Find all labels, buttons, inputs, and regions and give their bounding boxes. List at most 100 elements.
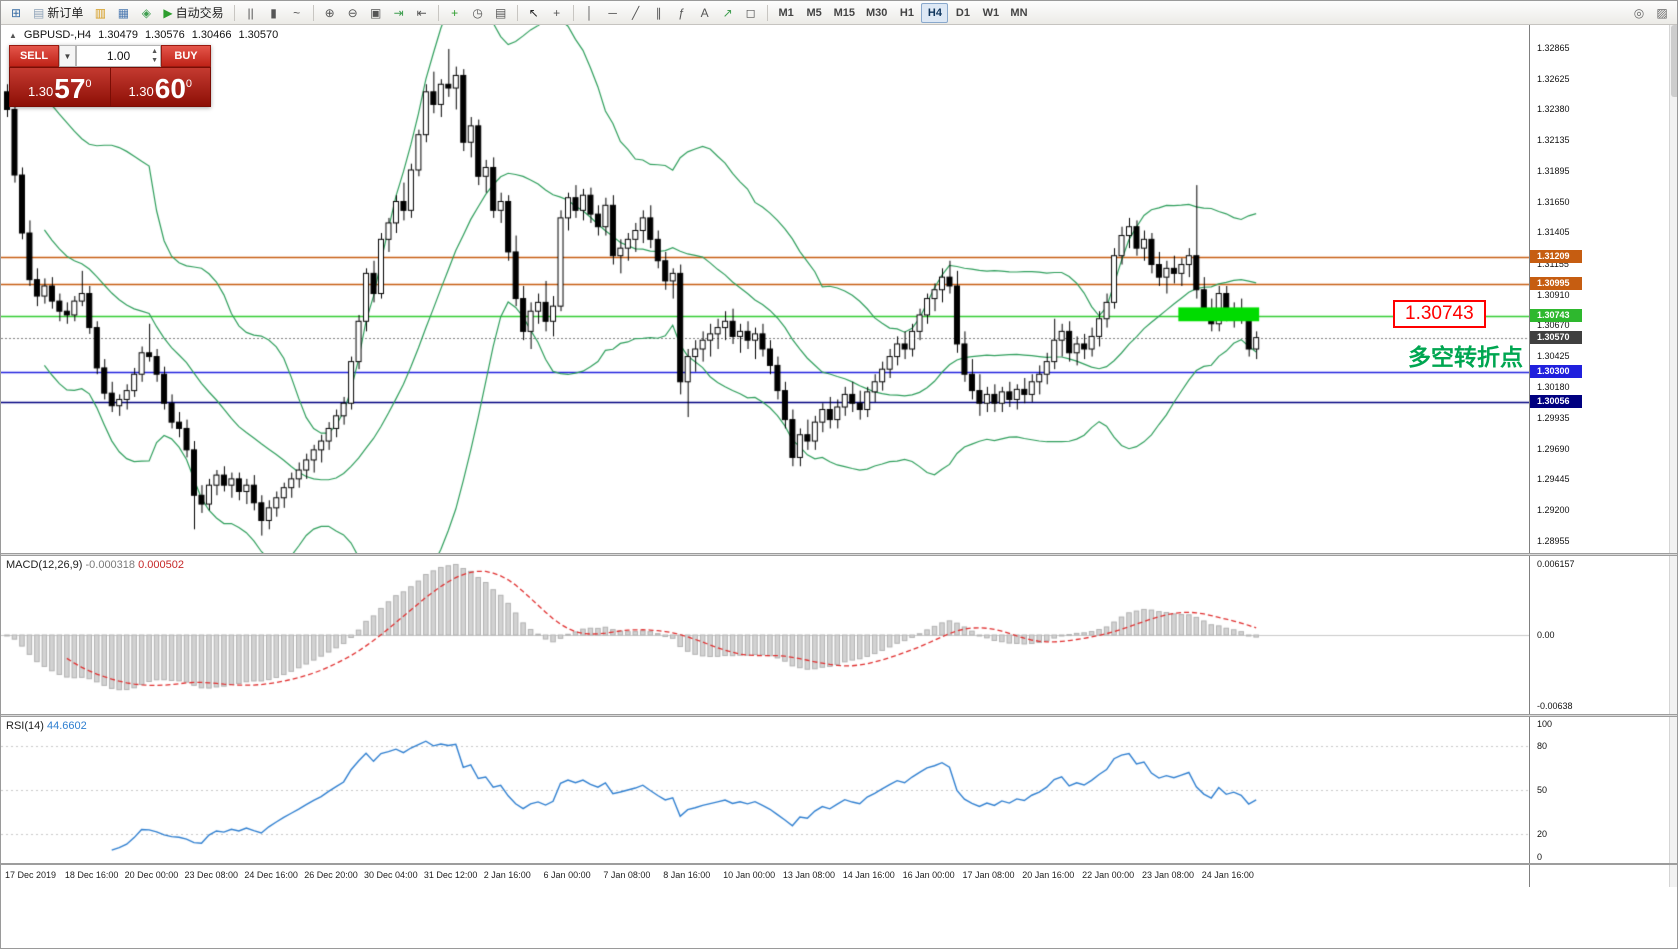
- new-chart-icon[interactable]: ⊞: [5, 3, 27, 23]
- sell-price-button[interactable]: 1.30 57 0: [10, 68, 110, 106]
- pane-separator[interactable]: [1, 553, 1677, 556]
- horizontal-line-icon[interactable]: ─: [602, 3, 624, 23]
- zoom-out-icon[interactable]: ⊖: [342, 3, 364, 23]
- trendline-icon[interactable]: ╱: [625, 3, 647, 23]
- ohlc-low: 1.30466: [191, 29, 232, 41]
- cursor-icon: ↖: [528, 5, 539, 20]
- shapes-icon[interactable]: ◻: [740, 3, 762, 23]
- oneclick-toggle-icon[interactable]: ▲: [9, 30, 17, 40]
- fibonacci-icon[interactable]: ƒ: [671, 3, 693, 23]
- macd-canvas[interactable]: [1, 556, 1529, 714]
- time-axis-label: 22 Jan 00:00: [1082, 870, 1135, 880]
- time-axis-label: 26 Dec 20:00: [304, 870, 358, 880]
- price-tick-label: 1.30910: [1537, 289, 1570, 300]
- price-tick-label: 1.32380: [1537, 104, 1570, 115]
- new-order-icon: ▤: [33, 5, 45, 20]
- zoom-in-icon[interactable]: ⊕: [319, 3, 341, 23]
- pane-separator: [1, 863, 1677, 865]
- volume-up-icon[interactable]: ▲: [151, 48, 158, 55]
- scrollbar-thumb[interactable]: [1671, 25, 1677, 97]
- profiles-icon[interactable]: ▥: [89, 3, 111, 23]
- price-tick-label: 1.29935: [1537, 412, 1570, 423]
- macd-scale-label: 0.00: [1537, 630, 1555, 640]
- level-price-label: 1.30743: [1393, 300, 1486, 328]
- price-axis: 1.32865 1.32625 1.32380 1.32135 1.31895 1.316…: [1529, 25, 1669, 887]
- arrows-icon[interactable]: ↗: [717, 3, 739, 23]
- quick-search-icon[interactable]: ◎: [1628, 3, 1650, 23]
- candlestick-chart-icon[interactable]: ▮: [263, 3, 285, 23]
- time-axis-label: 31 Dec 12:00: [423, 870, 478, 880]
- market-watch-icon[interactable]: ▦: [112, 3, 134, 23]
- chart-shift-icon[interactable]: ⇤: [411, 3, 433, 23]
- timeframe-m15-button[interactable]: M15: [829, 3, 860, 23]
- new-chart-icon: ⊞: [10, 5, 22, 20]
- symbol-label: GBPUSD-,H4: [23, 29, 92, 41]
- bar-chart-icon[interactable]: ||: [240, 3, 262, 23]
- arrows-icon: ↗: [722, 5, 733, 20]
- text-icon[interactable]: A: [694, 3, 716, 23]
- time-axis-label: 17 Dec 2019: [5, 870, 57, 880]
- volume-input[interactable]: 1.00 ▲ ▼: [76, 45, 161, 67]
- pane-separator[interactable]: [1, 714, 1677, 717]
- timeframe-mn-button[interactable]: MN: [1005, 3, 1032, 23]
- vertical-line-icon[interactable]: │: [579, 3, 601, 23]
- new-order-button[interactable]: ▤ 新订单: [28, 3, 88, 23]
- profiles-icon: ▥: [94, 5, 107, 20]
- navigator-icon[interactable]: ◈: [135, 3, 157, 23]
- templates-icon[interactable]: ▤: [490, 3, 512, 23]
- workspace-icon[interactable]: ▨: [1651, 3, 1673, 23]
- volume-dropdown-button[interactable]: ▼: [59, 45, 76, 67]
- tile-windows-icon: ▣: [369, 5, 382, 20]
- time-axis-label: 24 Dec 16:00: [244, 870, 298, 880]
- timeframe-h1-button[interactable]: H1: [893, 3, 920, 23]
- rsi-scale-label: 50: [1537, 785, 1548, 795]
- turning-point-note: 多空转折点: [1408, 344, 1523, 370]
- price-line-tag: 1.31209: [1530, 250, 1582, 264]
- periods-icon[interactable]: ◷: [467, 3, 489, 23]
- timeframe-m30-button[interactable]: M30: [861, 3, 892, 23]
- bar-chart-icon: ||: [247, 5, 254, 20]
- buy-button[interactable]: BUY: [161, 45, 211, 67]
- shapes-icon: ◻: [745, 5, 756, 20]
- price-tick-label: 1.30425: [1537, 350, 1570, 361]
- rsi-scale-label: 20: [1537, 828, 1548, 839]
- oneclick-trading-panel: SELL ▼ 1.00 ▲ ▼ BUY 1.30 57 0 1.30 60 0: [9, 45, 211, 107]
- periods-icon: ◷: [472, 5, 483, 20]
- timeframe-m5-button[interactable]: M5: [801, 3, 828, 23]
- tile-windows-icon[interactable]: ▣: [365, 3, 387, 23]
- buy-price-button[interactable]: 1.30 60 0: [111, 68, 211, 106]
- macd-label: MACD(12,26,9) -0.000318 0.000502: [6, 559, 184, 571]
- channel-icon[interactable]: ∥: [648, 3, 670, 23]
- toolbar-separator: [437, 4, 439, 21]
- price-tick-label: 1.31405: [1537, 227, 1570, 238]
- price-line-tag: 1.30300: [1530, 364, 1582, 378]
- macd-signal-value: 0.000502: [138, 559, 184, 571]
- vertical-scrollbar[interactable]: [1669, 25, 1677, 887]
- rsi-canvas[interactable]: [1, 717, 1529, 863]
- crosshair-icon[interactable]: +: [546, 3, 568, 23]
- templates-icon: ▤: [494, 5, 507, 20]
- timeframe-m1-button[interactable]: M1: [773, 3, 800, 23]
- time-axis-label: 18 Dec 16:00: [64, 870, 119, 880]
- cursor-icon[interactable]: ↖: [523, 3, 545, 23]
- fibonacci-icon: ƒ: [678, 5, 685, 20]
- main-chart-canvas[interactable]: [1, 25, 1529, 553]
- price-line-tag: 1.30743: [1530, 308, 1582, 322]
- auto-scroll-icon[interactable]: ⇥: [388, 3, 410, 23]
- timeframe-w1-button[interactable]: W1: [977, 3, 1004, 23]
- rsi-label: RSI(14) 44.6602: [6, 720, 87, 732]
- autotrading-button[interactable]: ▶ 自动交易: [158, 3, 228, 23]
- timeframe-h4-button[interactable]: H4: [921, 2, 949, 23]
- volume-down-icon[interactable]: ▼: [151, 57, 158, 64]
- line-chart-icon[interactable]: ~: [286, 3, 308, 23]
- trendline-icon: ╱: [631, 5, 640, 20]
- time-axis-label: 30 Dec 04:00: [364, 870, 418, 880]
- timeframe-d1-button[interactable]: D1: [949, 3, 976, 23]
- vertical-line-icon: │: [585, 5, 594, 20]
- indicators-icon[interactable]: +: [444, 3, 466, 23]
- toolbar-separator: [233, 4, 235, 21]
- sell-button[interactable]: SELL: [9, 45, 59, 67]
- time-axis: 17 Dec 2019 18 Dec 16:00 20 Dec 00:00 23 De…: [1, 865, 1529, 887]
- macd-name: MACD(12,26,9): [6, 559, 83, 571]
